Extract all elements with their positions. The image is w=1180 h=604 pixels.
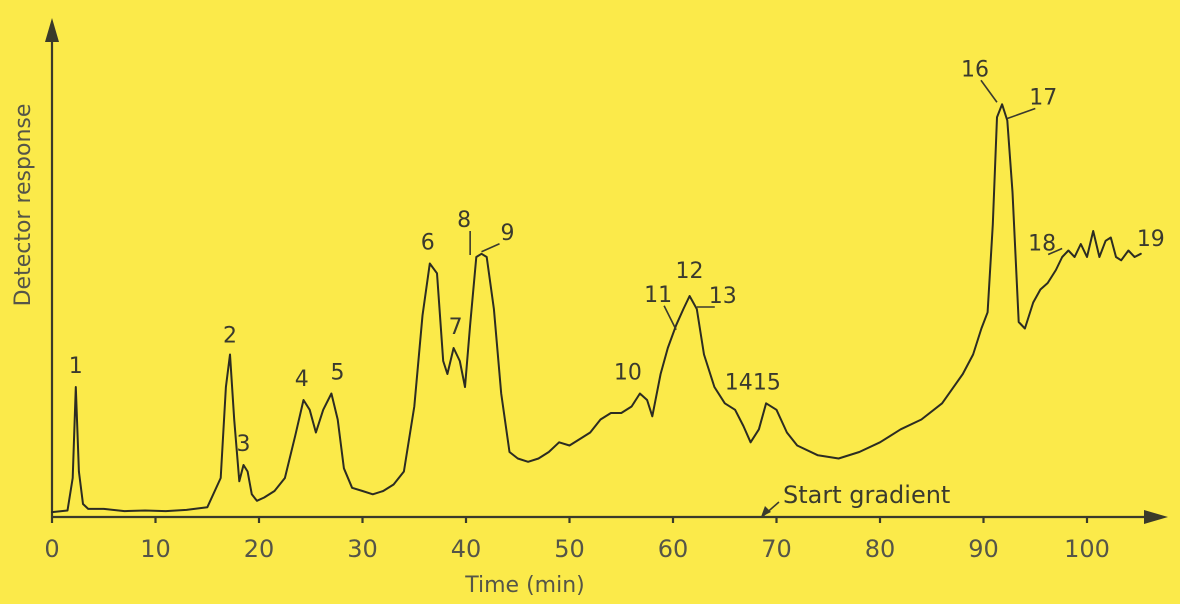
peak-label: 11 bbox=[644, 283, 672, 308]
x-ticks bbox=[50, 517, 1089, 523]
peak-label: 12 bbox=[676, 259, 704, 284]
peak-label: 10 bbox=[614, 361, 642, 386]
peak-label: 4 bbox=[295, 367, 309, 392]
peak-leader bbox=[1047, 247, 1063, 256]
peak-label: 2 bbox=[223, 324, 237, 349]
x-tick-label: 0 bbox=[44, 535, 59, 563]
gradient-arrowhead-icon bbox=[760, 506, 771, 517]
x-tick-label: 60 bbox=[658, 535, 689, 563]
peak-leader bbox=[663, 305, 677, 331]
x-axis-label: Time (min) bbox=[464, 573, 585, 598]
peak-label: 8 bbox=[457, 208, 471, 233]
peak-label: 9 bbox=[501, 221, 515, 246]
peak-label: 1 bbox=[69, 354, 83, 379]
peak-label: 15 bbox=[753, 370, 781, 395]
peak-label: 13 bbox=[709, 284, 737, 309]
peak-label: 17 bbox=[1029, 86, 1057, 111]
x-tick-label: 30 bbox=[347, 535, 378, 563]
peak-label: 16 bbox=[961, 57, 989, 82]
x-tick-label: 40 bbox=[451, 535, 482, 563]
peak-label: 18 bbox=[1028, 232, 1056, 257]
series-line bbox=[51, 103, 1142, 514]
peak-label: 5 bbox=[330, 361, 344, 386]
axes bbox=[45, 18, 1168, 524]
x-tick-labels: 0 10 20 30 40 50 60 70 80 90 100 bbox=[44, 535, 1110, 563]
peak-label: 6 bbox=[421, 231, 435, 256]
x-tick-label: 100 bbox=[1064, 535, 1110, 563]
peak-leader bbox=[980, 79, 998, 103]
x-tick-label: 80 bbox=[865, 535, 896, 563]
x-tick-label: 70 bbox=[761, 535, 792, 563]
gradient-start-label: Start gradient bbox=[783, 481, 950, 509]
peak-label: 14 bbox=[725, 370, 753, 395]
gradient-start-annotation: Start gradient bbox=[760, 481, 950, 517]
y-axis-label: Detector response bbox=[11, 104, 36, 307]
peak-label: 19 bbox=[1137, 227, 1165, 252]
x-tick-label: 50 bbox=[554, 535, 585, 563]
x-tick-label: 20 bbox=[244, 535, 275, 563]
peak-label: 7 bbox=[449, 315, 463, 340]
x-tick-label: 90 bbox=[968, 535, 999, 563]
x-tick-label: 10 bbox=[140, 535, 171, 563]
peak-leader bbox=[481, 243, 500, 253]
peak-leader bbox=[1007, 107, 1036, 120]
x-axis-arrow-icon bbox=[1144, 510, 1168, 524]
y-axis-arrow-icon bbox=[45, 18, 59, 42]
peak-label: 3 bbox=[236, 432, 250, 457]
